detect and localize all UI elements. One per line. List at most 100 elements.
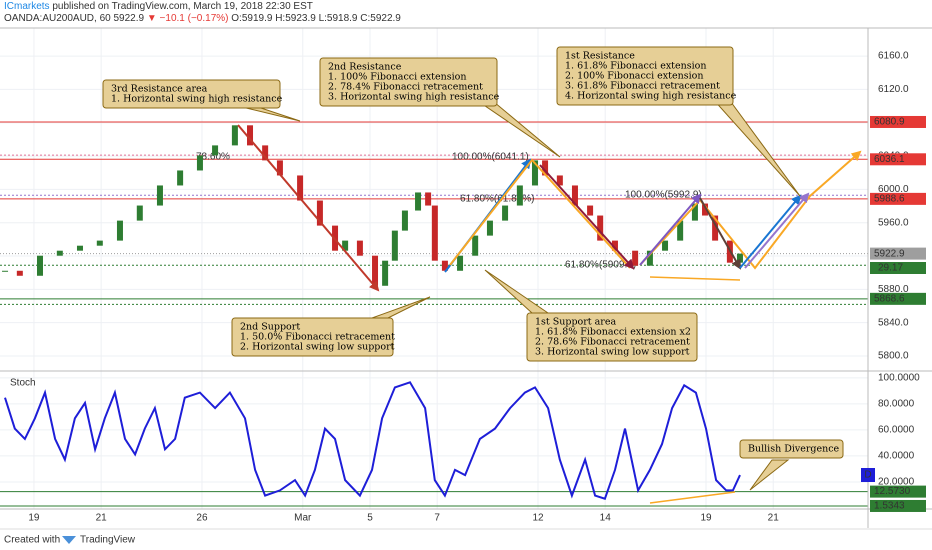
fib-label: 100.00%(5992.9) <box>625 190 702 201</box>
divergence-line <box>649 276 741 281</box>
candle <box>457 255 464 271</box>
pattern-arrow <box>639 193 702 266</box>
fib-label: 61.80%(61.80%) <box>460 194 535 205</box>
fib-label: 61.80%(5909.1) <box>565 260 636 271</box>
annotation-text: 2nd Resistance <box>328 62 402 73</box>
x-tick-label: 19 <box>700 513 712 524</box>
x-tick-label: 5 <box>367 513 373 524</box>
annotation-text: 1. 50.0% Fibonacci retracement <box>240 332 395 343</box>
candle <box>401 210 408 231</box>
level-label-box <box>870 192 926 205</box>
level-label: 1.5343 <box>874 501 905 512</box>
candle <box>316 200 323 226</box>
symbol-line: OANDA:AU200AUD, 60 5922.9 ▼ −10.1 (−0.17… <box>4 13 401 24</box>
candle <box>736 253 743 263</box>
last: 5922.9 <box>114 13 145 24</box>
candle <box>196 155 203 171</box>
pattern-line <box>449 158 631 269</box>
candle <box>156 185 163 206</box>
annotation-text: 3. 61.8% Fibonacci retracement <box>565 81 720 92</box>
annotation-text: 1. Horizontal swing high resistance <box>111 94 283 105</box>
annotation: Bullish Divergence <box>739 439 844 491</box>
annotation-text: 3rd Resistance area <box>111 84 208 95</box>
annotation-text: 1. 61.8% Fibonacci extension <box>565 61 706 72</box>
candle <box>597 215 604 241</box>
fib-label: 100.00%(6041.1) <box>452 152 529 163</box>
y-tick-label: 5800.0 <box>878 351 909 362</box>
annotation-box <box>319 57 498 107</box>
candle <box>247 125 254 146</box>
marks: Stoch <box>2 125 743 500</box>
pattern-arrow <box>539 164 635 270</box>
level-label-box <box>870 499 926 512</box>
annotation-box <box>739 439 844 459</box>
annotation-text: 2nd Support <box>240 322 300 333</box>
candle <box>691 203 698 221</box>
candle <box>116 220 123 241</box>
brand[interactable]: ICmarkets <box>4 1 50 12</box>
pattern-arrow <box>699 197 741 270</box>
footer-created: Created with <box>4 535 60 546</box>
pattern-line <box>639 195 811 270</box>
candle <box>571 185 578 206</box>
level-label-box <box>870 485 926 498</box>
badge: D <box>864 470 871 481</box>
y-tick-label: 40.0000 <box>878 451 915 462</box>
annotation-box <box>231 317 394 357</box>
y-tick-label: 6000.0 <box>878 184 909 195</box>
published: published on TradingView.com, March 19, … <box>52 1 313 12</box>
candle <box>36 255 43 276</box>
annotation-text: 2. 78.6% Fibonacci retracement <box>535 337 690 348</box>
annotation-pointer <box>749 459 790 491</box>
annotation-text: 1. 100% Fibonacci extension <box>328 72 466 83</box>
level-label-box <box>870 153 926 166</box>
candle <box>472 235 479 256</box>
level-label: 5922.9 <box>874 248 905 259</box>
annotation-text: 4. Horizontal swing high resistance <box>565 91 737 102</box>
symbol: OANDA:AU200AUD, 60 <box>4 13 111 24</box>
y-tick-label: 5880.0 <box>878 284 909 295</box>
levels: 78.60% 100.00%(6041.1) 61.80%(61.80%) 100.0… <box>0 121 868 507</box>
candle <box>56 250 63 256</box>
x-tick-label: 19 <box>28 513 40 524</box>
candle <box>16 270 23 276</box>
candle <box>502 205 509 221</box>
candle <box>646 250 653 266</box>
candle <box>96 240 103 246</box>
y-tick-label: 20.0000 <box>878 477 915 488</box>
candle <box>542 160 549 176</box>
annotation-text: 2. 100% Fibonacci extension <box>565 71 703 82</box>
candle <box>262 145 269 161</box>
pattern-arrow <box>809 150 862 197</box>
x-tick-label: 12 <box>532 513 544 524</box>
x-tick-label: 26 <box>196 513 208 524</box>
annotation-box <box>102 79 281 109</box>
pattern-arrow <box>237 124 380 292</box>
divergence-line <box>649 491 736 504</box>
countdown: 29.17 <box>878 263 903 274</box>
pattern-arrow <box>744 192 810 269</box>
countdown-box <box>870 262 926 274</box>
footer-brand[interactable]: TradingView <box>80 535 136 546</box>
x-tick-label: 14 <box>600 513 612 524</box>
annotation-text: 2. Horizontal swing low support <box>240 342 395 353</box>
y-tick-label: 5960.0 <box>878 217 909 228</box>
candle <box>297 175 304 201</box>
candle <box>276 160 283 176</box>
candle <box>702 203 709 216</box>
annotation-text: Bullish Divergence <box>748 444 840 455</box>
annotation-text: 1. 61.8% Fibonacci extension x2 <box>535 327 691 338</box>
candle <box>415 192 422 211</box>
candle <box>2 270 9 272</box>
annotation-text: 2. 78.4% Fibonacci retracement <box>328 82 483 93</box>
pattern-arrow <box>739 194 802 269</box>
y-tick-label: 6160.0 <box>878 51 909 62</box>
candle <box>516 185 523 206</box>
candle <box>632 250 639 266</box>
y-tick-label: 100.0000 <box>878 373 920 384</box>
candle <box>342 240 349 251</box>
candle <box>212 145 219 156</box>
